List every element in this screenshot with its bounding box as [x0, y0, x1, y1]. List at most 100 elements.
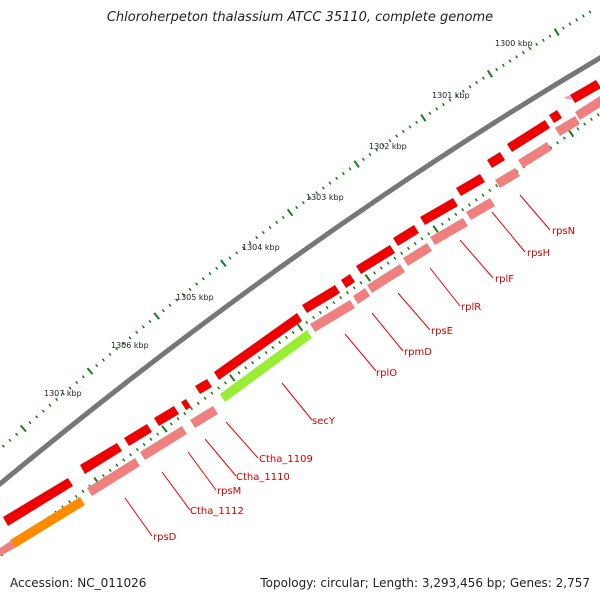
- minor-tick: [261, 230, 265, 235]
- minor-tick: [148, 319, 152, 324]
- minor-tick: [188, 287, 192, 291]
- cds-rplR: [367, 264, 405, 293]
- cds-rpsN: [466, 198, 495, 220]
- accession-text: Accession: NC_011026: [10, 576, 147, 590]
- inner-minor-tick: [556, 141, 560, 145]
- gene-label-rpmD: rpmD: [404, 347, 432, 358]
- minor-tick: [101, 358, 105, 362]
- minor-tick: [208, 271, 212, 276]
- inner-minor-tick: [589, 117, 593, 122]
- inner-minor-tick: [210, 391, 214, 395]
- minor-tick: [8, 438, 12, 442]
- inner-minor-tick: [305, 320, 309, 325]
- minor-tick: [268, 225, 272, 230]
- inner-minor-tick: [549, 145, 553, 150]
- minor-tick: [28, 421, 32, 425]
- major-tick: [553, 28, 560, 36]
- inner-minor-tick: [203, 396, 207, 400]
- minor-tick: [1, 444, 5, 448]
- inner-minor-tick: [74, 494, 78, 499]
- gene-label-secY: secY: [312, 416, 336, 427]
- gene-rplN-arrow: [549, 110, 562, 123]
- minor-tick: [55, 397, 59, 402]
- inner-minor-tick: [420, 237, 424, 241]
- minor-tick: [481, 76, 485, 80]
- inner-minor-tick: [352, 286, 356, 290]
- leader-rpsD: [124, 497, 153, 537]
- minor-tick: [588, 10, 592, 14]
- minor-tick: [415, 120, 419, 125]
- inner-minor-tick: [467, 203, 471, 207]
- inner-major-tick: [229, 374, 236, 382]
- leader-secY: [281, 382, 313, 421]
- minor-tick: [201, 277, 205, 281]
- inner-minor-tick: [271, 345, 275, 350]
- minor-tick: [228, 256, 232, 260]
- inner-minor-tick: [495, 183, 499, 188]
- minor-tick: [428, 111, 432, 115]
- inner-minor-tick: [278, 340, 282, 345]
- major-tick: [86, 367, 94, 375]
- minor-tick: [301, 200, 305, 205]
- inner-minor-tick: [129, 453, 133, 457]
- inner-major-tick: [568, 129, 575, 138]
- inner-minor-tick: [427, 232, 431, 236]
- gene-rpmC-arrow: [563, 95, 572, 100]
- minor-tick: [115, 347, 119, 351]
- cds-rplE: [495, 168, 520, 188]
- inner-minor-tick: [325, 305, 329, 310]
- gene-rpsM-arrow: [80, 443, 122, 474]
- major-tick: [486, 69, 494, 78]
- gene-rpsQ-arrow: [570, 80, 600, 103]
- minor-tick: [235, 251, 239, 255]
- tick-label-1301: 1301 kbp: [432, 91, 470, 100]
- cds-leftmost: [0, 540, 15, 556]
- minor-tick: [528, 46, 532, 51]
- tick-dots: [0, 10, 600, 557]
- cds-rpsD: [87, 458, 140, 496]
- tick-label-1304: 1304 kbp: [242, 243, 280, 252]
- minor-tick: [328, 181, 332, 185]
- minor-tick: [308, 196, 312, 200]
- cds-Ctha1112: [190, 406, 218, 428]
- inner-minor-tick: [122, 458, 126, 462]
- minor-tick: [128, 336, 132, 340]
- minor-tick: [35, 415, 39, 419]
- minor-tick: [461, 89, 465, 93]
- gene-secY-arrow: [195, 379, 212, 394]
- minor-tick: [548, 34, 552, 38]
- minor-tick: [248, 240, 252, 245]
- inner-major-tick: [364, 274, 371, 282]
- minor-tick: [435, 107, 439, 111]
- gene-rpmD-arrow: [302, 285, 340, 313]
- inner-minor-tick: [447, 217, 451, 221]
- minor-tick: [175, 298, 179, 302]
- gene-label-rpsE: rpsE: [431, 326, 453, 337]
- leader-Ctha1109: [225, 421, 259, 459]
- inner-minor-tick: [176, 417, 180, 421]
- minor-tick: [281, 215, 285, 220]
- cds-rpsQ: [575, 96, 600, 120]
- tick-label-1305: 1305 kbp: [176, 293, 214, 302]
- tick-label-1303: 1303 kbp: [306, 193, 344, 202]
- cds-track: [0, 96, 600, 556]
- minor-tick: [215, 266, 219, 270]
- inner-minor-tick: [135, 447, 139, 452]
- minor-tick: [408, 125, 412, 129]
- inner-minor-tick: [68, 500, 72, 504]
- inner-minor-tick: [81, 489, 85, 493]
- minor-tick: [561, 26, 565, 30]
- tick-label-1300: 1300 kbp: [495, 39, 533, 48]
- inner-minor-tick: [156, 432, 160, 436]
- minor-tick: [455, 93, 459, 98]
- inner-minor-tick: [488, 188, 492, 193]
- major-tick: [220, 259, 227, 267]
- tick-label-1306: 1306 kbp: [111, 341, 149, 350]
- cds-rpsM: [140, 426, 187, 460]
- leader-rplO: [344, 333, 377, 372]
- inner-minor-tick: [257, 355, 261, 360]
- inner-minor-tick: [461, 207, 465, 212]
- cds-rplF: [403, 243, 432, 266]
